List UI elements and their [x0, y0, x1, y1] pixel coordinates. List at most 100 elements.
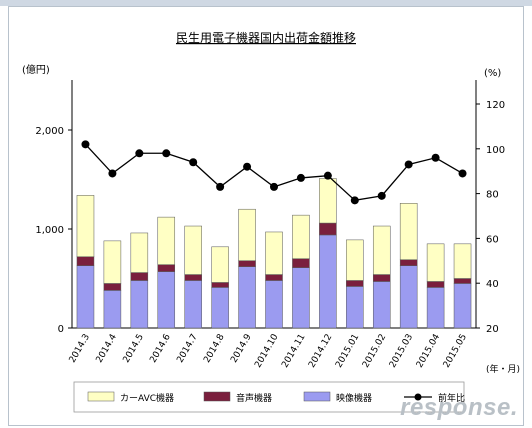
- y-left-unit: (億円): [22, 63, 50, 76]
- line-point: [81, 140, 90, 149]
- legend-swatch: [303, 391, 331, 402]
- bar-segment: [399, 259, 418, 266]
- line-point: [162, 149, 171, 158]
- legend-label: カーAVC機器: [120, 392, 174, 404]
- x-tick-label: 2014.3: [68, 333, 92, 365]
- bar-segment: [346, 239, 364, 281]
- bar-segment: [76, 265, 95, 329]
- line-point: [270, 182, 278, 191]
- bar-segment: [292, 267, 310, 329]
- bar-segment: [453, 283, 472, 329]
- x-tick-label: 2015.04: [415, 332, 442, 369]
- x-tick-label: 2015.05: [442, 333, 469, 370]
- bar-segment: [346, 280, 364, 287]
- bar-segment: [157, 264, 176, 272]
- x-tick-label: 2014.12: [307, 333, 334, 370]
- bar-segment: [265, 231, 283, 275]
- legend-label: 前年比: [438, 392, 465, 404]
- watermark: response.: [400, 394, 518, 421]
- y-right-tick-label: 20: [486, 324, 499, 335]
- bar-segment: [157, 216, 176, 265]
- bar-segment: [184, 274, 202, 281]
- legend-swatch: [87, 391, 115, 402]
- bar-segment: [372, 225, 391, 275]
- y-right-tick-label: 60: [486, 234, 499, 245]
- bar-segment: [453, 278, 472, 284]
- y-right-tick-label: 80: [486, 190, 499, 201]
- y-right-unit: (%): [484, 68, 501, 79]
- legend-box: [73, 381, 465, 413]
- bar-segment: [426, 281, 445, 288]
- bar-segment: [453, 243, 472, 279]
- line-point: [458, 169, 467, 178]
- bar-segment: [211, 246, 229, 283]
- line-point: [108, 169, 117, 178]
- bar-segment: [399, 203, 418, 260]
- bar-segment: [319, 222, 337, 236]
- legend-line-marker: [414, 393, 422, 401]
- bar-segment: [372, 274, 391, 282]
- bar-segment: [76, 195, 95, 257]
- line-point: [189, 158, 198, 167]
- bar-segment: [130, 272, 149, 281]
- x-unit: (年・月): [486, 363, 520, 375]
- line-point: [135, 149, 144, 158]
- y-left-tick-label: 1,000: [35, 225, 64, 236]
- line-point: [404, 160, 413, 169]
- legend-label: 映像機器: [336, 392, 372, 404]
- legend-swatch: [203, 391, 231, 402]
- x-tick-label: 2014.5: [122, 333, 146, 365]
- line-point: [296, 173, 305, 182]
- legend: カーAVC機器 音声機器 映像機器 前年比: [73, 381, 465, 413]
- bar-segment: [211, 287, 229, 329]
- x-tick-label: 2014.11: [280, 333, 307, 370]
- bar-segment: [346, 286, 364, 329]
- x-tick-label: 2014.4: [95, 332, 120, 365]
- bar-segment: [399, 265, 418, 329]
- bar-segment: [103, 283, 122, 291]
- y-right-tick-label: 40: [486, 279, 499, 290]
- bar-segment: [292, 214, 310, 259]
- bar-segment: [103, 290, 122, 329]
- chart-title: 民生用電子機器国内出荷金額推移: [176, 30, 356, 45]
- bar-segment: [292, 258, 310, 268]
- top-strip: [0, 0, 532, 6]
- bar-segment: [265, 274, 283, 281]
- line-point: [377, 191, 386, 200]
- bar-segment: [265, 280, 283, 329]
- x-tick-label: 2014.7: [175, 333, 199, 365]
- bar-segment: [238, 208, 256, 261]
- bar-segment: [319, 234, 337, 329]
- bar-segment: [184, 225, 202, 275]
- x-tick-label: 2015.02: [361, 333, 388, 370]
- line-point: [350, 196, 359, 205]
- bar-segment: [319, 178, 337, 224]
- x-tick-label: 2015.01: [334, 333, 361, 370]
- x-tick-label: 2014.6: [148, 332, 173, 365]
- line-point: [216, 182, 225, 191]
- bar-segment: [426, 243, 445, 282]
- bar-segment: [211, 282, 229, 288]
- bar-segment: [130, 280, 149, 329]
- y-right-tick-label: 100: [486, 145, 505, 156]
- bar-segment: [238, 266, 256, 329]
- bar-segment: [157, 271, 176, 329]
- line-point: [323, 171, 332, 180]
- legend-label: 音声機器: [236, 392, 272, 404]
- x-tick-label: 2015.03: [388, 333, 415, 370]
- y-left-tick-label: 2,000: [35, 126, 64, 137]
- line-point: [243, 162, 252, 171]
- bar-segment: [238, 260, 256, 267]
- bar-segment: [184, 280, 202, 329]
- bar-segment: [426, 287, 445, 329]
- y-right-tick-label: 120: [486, 100, 505, 111]
- x-tick-label: 2014.9: [229, 332, 254, 365]
- bar-segment: [130, 232, 149, 273]
- bar-segment: [76, 256, 95, 266]
- y-left-tick-label: 0: [58, 324, 64, 335]
- x-tick-label: 2014.10: [253, 332, 280, 369]
- x-tick-label: 2014.8: [202, 332, 227, 365]
- bar-segment: [103, 240, 122, 284]
